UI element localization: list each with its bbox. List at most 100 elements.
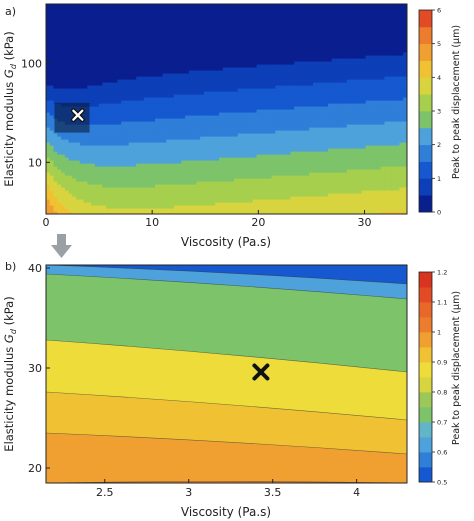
contour-cell xyxy=(113,118,119,122)
contour-cell xyxy=(282,151,288,155)
contour-cell xyxy=(68,52,73,56)
contour-cell xyxy=(215,118,220,122)
contour-cell xyxy=(222,58,228,62)
contour-cell xyxy=(136,205,141,209)
contour-cell xyxy=(98,202,104,206)
contour-cell xyxy=(106,118,111,122)
contour-cell xyxy=(215,181,220,185)
contour-cell xyxy=(279,139,284,143)
contour-cell xyxy=(241,136,246,140)
contour-cell xyxy=(196,34,201,38)
contour-cell xyxy=(267,46,273,50)
contour-cell xyxy=(98,31,104,35)
contour-cell xyxy=(192,151,198,155)
contour-cell xyxy=(237,37,243,41)
contour-cell xyxy=(173,10,179,14)
contour-cell xyxy=(72,37,77,41)
contour-cell xyxy=(249,154,254,158)
contour-cell xyxy=(282,175,288,179)
contour-cell xyxy=(226,7,231,11)
contour-cell xyxy=(294,25,299,29)
contour-cell xyxy=(83,97,88,101)
contour-cell xyxy=(241,145,246,149)
contour-cell xyxy=(98,121,104,125)
contour-cell xyxy=(185,205,190,209)
contour-cell xyxy=(181,70,186,74)
contour-cell xyxy=(260,10,265,14)
contour-cell xyxy=(102,196,107,200)
contour-cell xyxy=(211,97,216,101)
contour-cell xyxy=(309,190,314,194)
contour-cell xyxy=(53,184,58,188)
contour-cell xyxy=(271,10,276,14)
contour-cell xyxy=(188,94,194,98)
contour-cell xyxy=(286,49,292,53)
contour-cell xyxy=(128,64,134,68)
contour-cell xyxy=(49,112,55,116)
contour-cell xyxy=(170,94,175,98)
contour-cell xyxy=(121,58,126,62)
contour-cell xyxy=(301,103,307,107)
contour-cell xyxy=(177,157,182,161)
contour-cell xyxy=(79,40,85,44)
contour-cell xyxy=(61,172,66,176)
contour-cell xyxy=(188,130,194,134)
contour-cell xyxy=(147,160,152,164)
contour-cell xyxy=(218,163,224,167)
contour-cell xyxy=(151,46,156,50)
contour-cell xyxy=(124,55,130,59)
contour-cell xyxy=(143,106,149,110)
contour-cell xyxy=(61,178,66,182)
contour-cell xyxy=(143,112,149,116)
contour-cell xyxy=(68,148,73,152)
contour-cell xyxy=(245,175,250,179)
contour-cell xyxy=(87,40,92,44)
contour-cell xyxy=(305,28,310,32)
contour-cell xyxy=(94,211,100,214)
contour-cell xyxy=(282,106,288,110)
contour-cell xyxy=(166,58,171,62)
contour-cell xyxy=(226,73,231,77)
contour-cell xyxy=(188,25,194,29)
contour-cell xyxy=(181,163,186,167)
contour-cell xyxy=(294,28,299,32)
contour-cell xyxy=(177,37,182,41)
contour-cell xyxy=(271,25,276,29)
contour-cell xyxy=(279,49,284,53)
contour-cell xyxy=(305,145,310,149)
contour-cell xyxy=(260,100,265,104)
contour-cell xyxy=(275,151,280,155)
contour-cell xyxy=(271,208,276,212)
contour-cell xyxy=(237,136,243,140)
contour-cell xyxy=(309,55,314,59)
contour-cell xyxy=(143,166,149,170)
contour-cell xyxy=(102,175,107,179)
contour-cell xyxy=(226,43,231,47)
contour-cell xyxy=(249,196,254,200)
contour-cell xyxy=(237,142,243,146)
contour-cell xyxy=(91,175,96,179)
contour-cell xyxy=(76,55,81,59)
contour-cell xyxy=(203,70,209,74)
contour-cell xyxy=(76,97,81,101)
contour-cell xyxy=(245,142,250,146)
contour-cell xyxy=(170,127,175,131)
contour-cell xyxy=(215,121,220,125)
contour-cell xyxy=(94,112,100,116)
contour-cell xyxy=(207,64,213,68)
contour-cell xyxy=(237,196,243,200)
contour-cell xyxy=(113,58,119,62)
contour-cell xyxy=(49,142,55,146)
contour-cell xyxy=(237,148,243,152)
contour-cell xyxy=(121,79,126,83)
contour-cell xyxy=(267,7,273,11)
contour-cell xyxy=(245,127,250,131)
contour-cell xyxy=(234,166,239,170)
contour-cell xyxy=(128,133,134,137)
contour-cell xyxy=(301,127,307,131)
contour-cell xyxy=(279,76,284,80)
contour-cell xyxy=(46,100,51,104)
contour-cell xyxy=(124,58,130,62)
contour-cell xyxy=(177,61,182,65)
contour-cell xyxy=(245,85,250,89)
